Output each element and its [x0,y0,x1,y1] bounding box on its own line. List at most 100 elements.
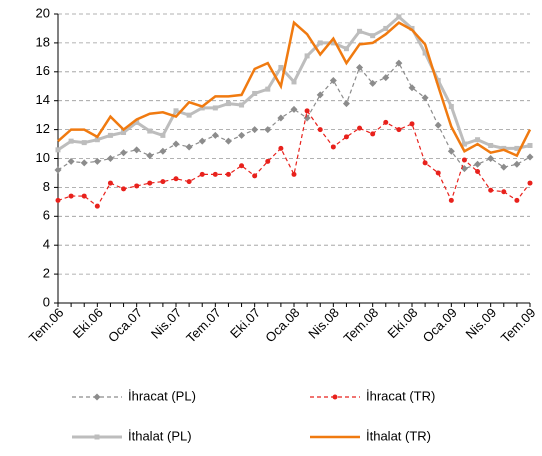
point [81,193,87,199]
point [225,101,231,107]
point [160,132,166,138]
point [435,77,441,83]
point [265,86,271,92]
point [185,143,193,151]
point [330,40,336,46]
point [343,134,349,140]
legend-marker [332,394,338,400]
point [80,159,88,167]
point [68,138,74,144]
point [186,179,192,185]
point [342,100,350,108]
point [447,147,455,155]
point [107,180,113,186]
legend-label: İhracat (TR) [366,388,435,403]
point [67,157,75,165]
point [304,53,310,59]
point [383,25,389,31]
y-tick-label: 12 [36,121,50,136]
point [409,25,415,31]
y-tick-label: 2 [43,266,50,281]
point [173,108,179,114]
x-tick-label: Oca.08 [262,305,302,345]
point [383,119,389,125]
x-tick-label: Tem.09 [498,305,539,346]
point [396,14,402,20]
point [317,127,323,133]
point [395,59,403,67]
point [264,126,272,134]
point [211,131,219,139]
point [329,76,337,84]
y-tick-label: 14 [36,92,50,107]
point [514,197,520,203]
y-tick-label: 20 [36,5,50,20]
x-tick-label: Oca.07 [105,305,145,345]
y-tick-label: 0 [43,294,50,309]
point [134,183,140,189]
point [55,197,61,203]
point [487,155,495,162]
point [186,112,192,118]
point [475,137,481,143]
point [81,140,87,146]
point [317,40,323,46]
point [133,146,141,154]
point [448,103,454,109]
point [513,160,521,168]
point [121,129,127,135]
point [382,74,390,82]
point [94,137,100,143]
x-tick-label: Eki.06 [70,305,106,341]
point [488,142,494,148]
point [252,90,258,96]
point [461,157,467,163]
point [474,160,482,168]
point [343,46,349,52]
point [356,63,364,71]
point [278,64,284,70]
point [408,84,416,92]
point [265,158,271,164]
point [291,79,297,85]
point [93,157,101,165]
point [54,166,62,174]
point [514,145,520,151]
legend-label: İhracat (PL) [128,388,196,403]
point [475,169,481,175]
point [55,147,61,153]
point [290,105,298,113]
point [526,153,534,161]
legend-label: İthalat (PL) [128,428,192,443]
point [396,127,402,133]
point [94,203,100,209]
x-tick-label: Nis.07 [148,305,185,342]
series-line [57,20,532,158]
point [303,114,311,122]
point [304,108,310,114]
point [434,121,442,129]
point [421,94,429,102]
y-tick-label: 8 [43,179,50,194]
x-tick-label: Eki.08 [384,305,420,341]
point [291,171,297,177]
y-tick-label: 18 [36,34,50,49]
point [369,79,377,87]
point [173,176,179,182]
point [147,180,153,186]
x-tick-label: Tem.07 [183,305,224,346]
legend-marker [93,393,101,401]
point [134,119,140,125]
point [370,33,376,39]
point [225,171,231,177]
point [68,193,74,199]
point [147,128,153,134]
point [239,163,245,169]
point [501,189,507,195]
point [238,131,246,139]
point [357,125,363,131]
point [409,121,415,127]
point [106,155,114,162]
point [107,132,113,138]
